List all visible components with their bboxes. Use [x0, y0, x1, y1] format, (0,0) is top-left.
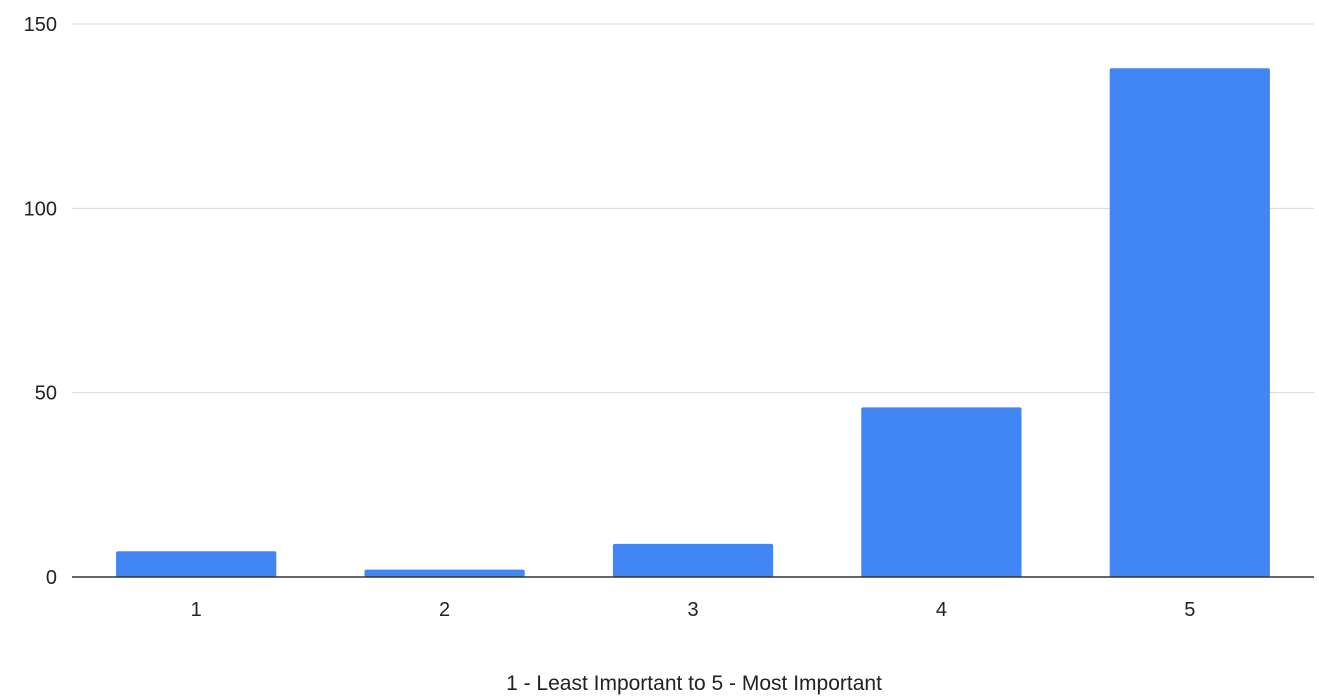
axes: 0 50 100 150 1 2 3 4 5	[24, 14, 1314, 621]
grid-lines	[72, 23, 1314, 394]
bar-4	[861, 407, 1022, 577]
x-tick-label: 5	[1184, 599, 1195, 621]
bar-3	[612, 543, 774, 577]
bar-5	[1109, 68, 1270, 578]
y-tick-label: 150	[24, 14, 57, 36]
x-tick-label: 2	[439, 599, 450, 621]
bar-1	[116, 551, 277, 577]
y-tick-label: 50	[35, 383, 57, 405]
y-tick-label: 100	[24, 198, 57, 220]
x-tick-label: 1	[191, 599, 202, 621]
x-axis-title: 1 - Least Important to 5 - Most Importan…	[506, 672, 882, 695]
y-tick-label: 0	[46, 567, 57, 589]
bars	[116, 68, 1270, 578]
bar-2	[364, 569, 525, 577]
x-tick-label: 4	[936, 599, 947, 621]
x-tick-label: 3	[687, 599, 698, 621]
